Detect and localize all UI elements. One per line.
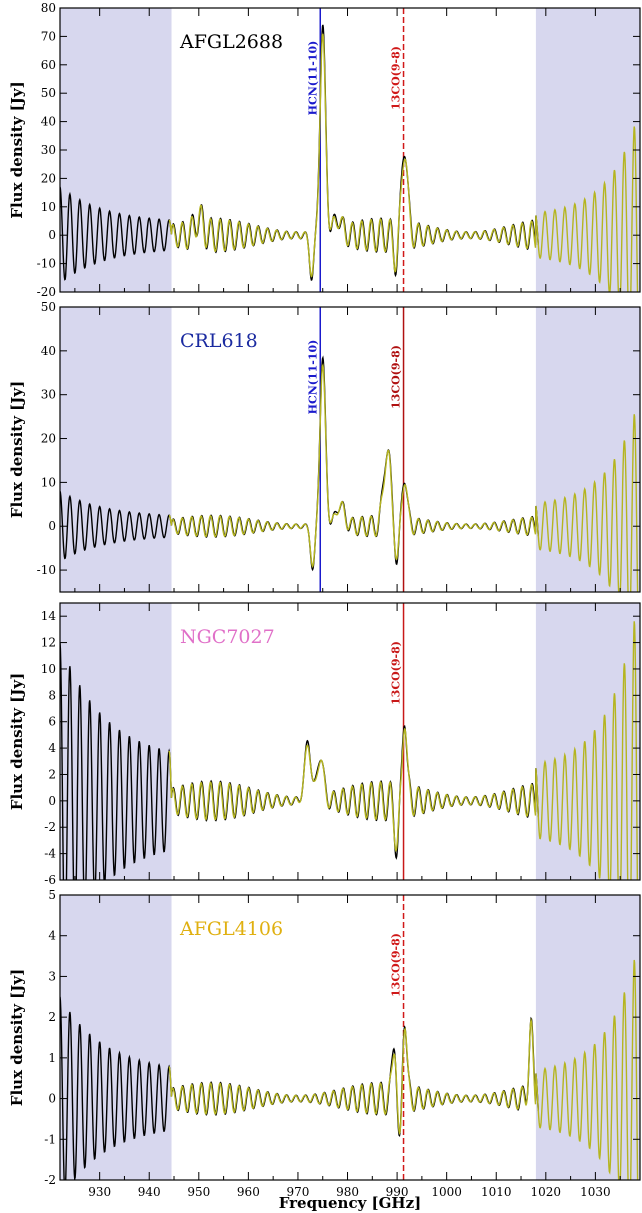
- y-tick-label-7: 6: [48, 715, 56, 729]
- marker-label-2: 13CO(9-8): [390, 345, 403, 409]
- panel-1: HCN(11-10) 13CO(9-8) -20 -10 0 10 20 30 40 50 60 70…: [8, 1, 641, 299]
- y-tick-label-7: 50: [41, 300, 56, 314]
- x-tick-label-11: 1030: [580, 1185, 611, 1199]
- x-tick-label-5: 970: [286, 1185, 309, 1199]
- y-tick-label-5: 2: [48, 767, 56, 781]
- marker-label-1: HCN(11-10): [306, 340, 319, 415]
- y-tick-label-7: 4: [48, 929, 56, 943]
- y-tick-label-1: -6: [44, 873, 56, 887]
- y-tick-label-6: 40: [41, 344, 56, 358]
- y-tick-label-3: 0: [48, 228, 56, 242]
- y-tick-label-6: 30: [41, 143, 56, 157]
- y-tick-label-7: 40: [41, 115, 56, 129]
- x-tick-label-6: 980: [336, 1185, 359, 1199]
- panel-title: AFGL4106: [179, 918, 283, 940]
- y-tick-label-4: 20: [41, 432, 56, 446]
- y-tick-label-3: 10: [41, 475, 56, 489]
- model-spectrum: [168, 363, 639, 592]
- y-tick-label-10: 70: [41, 29, 56, 43]
- y-tick-label-4: 10: [41, 200, 56, 214]
- panel-3: 13CO(9-8) -6 -4 -2 0 2 4 6 8 10 12 14 Flux density […: [8, 602, 641, 887]
- series-group: [60, 621, 639, 880]
- y-tick-label-2: -1: [44, 1132, 56, 1146]
- y-tick-label-8: 8: [48, 688, 56, 702]
- y-axis-label: Flux density [Jy]: [8, 81, 26, 218]
- y-tick-label-2: -4: [44, 847, 56, 861]
- panel-frame: [59, 894, 641, 1181]
- y-tick-label-9: 10: [41, 662, 56, 676]
- y-tick-label-4: 0: [48, 794, 56, 808]
- panel-2: HCN(11-10) 13CO(9-8) -10 0 10 20 30 40 50 Flux de…: [8, 300, 641, 593]
- model-spectrum: [168, 33, 639, 292]
- series-group: [60, 24, 639, 292]
- y-tick-label-3: -2: [44, 820, 56, 834]
- x-tick-label-1: 930: [88, 1185, 111, 1199]
- marker-label-1: 13CO(9-8): [390, 933, 403, 997]
- x-tick-label-9: 1010: [481, 1185, 512, 1199]
- panel-4: 13CO(9-8) -2 -1 0 1 2 3 4 5 Flux density [Jy] AFGL…: [8, 888, 641, 1187]
- x-tick-label-7: 990: [386, 1185, 409, 1199]
- y-tick-label-10: 12: [41, 636, 56, 650]
- marker-label-2: 13CO(9-8): [390, 46, 403, 110]
- y-tick-label-11: 80: [41, 1, 56, 15]
- y-tick-label-6: 4: [48, 741, 56, 755]
- y-tick-label-4: 1: [48, 1051, 56, 1065]
- y-tick-label-8: 50: [41, 86, 56, 100]
- y-tick-label-9: 60: [41, 58, 56, 72]
- y-axis-label: Flux density [Jy]: [8, 381, 26, 518]
- panel-frame: [59, 306, 641, 593]
- y-tick-label-1: -2: [44, 1173, 56, 1187]
- shaded-range-1: [60, 307, 172, 592]
- y-tick-label-1: -10: [37, 563, 56, 577]
- y-tick-label-11: 14: [41, 609, 57, 623]
- marker-label-1: HCN(11-10): [306, 41, 319, 116]
- panel-title: NGC7027: [180, 626, 275, 648]
- y-tick-label-3: 0: [48, 1092, 56, 1106]
- x-tick-label-4: 960: [237, 1185, 260, 1199]
- series-group: [60, 355, 639, 592]
- panel-frame: [59, 602, 641, 881]
- panel-title: AFGL2688: [179, 31, 283, 53]
- x-axis-label: Frequency [GHz]: [279, 1194, 421, 1212]
- marker-label-1: 13CO(9-8): [390, 641, 403, 705]
- y-tick-label-5: 2: [48, 1010, 56, 1024]
- y-axis-label: Flux density [Jy]: [8, 673, 26, 810]
- model-spectrum: [168, 621, 639, 880]
- y-tick-label-2: 0: [48, 519, 56, 533]
- y-tick-label-5: 30: [41, 388, 56, 402]
- model-spectrum: [168, 959, 639, 1180]
- series-group: [60, 959, 639, 1180]
- y-tick-label-8: 5: [48, 888, 56, 902]
- y-tick-label-1: -20: [37, 285, 56, 299]
- x-tick-label-3: 950: [187, 1185, 210, 1199]
- x-tick-label-2: 940: [138, 1185, 161, 1199]
- x-tick-label-8: 1000: [431, 1185, 462, 1199]
- panel-title: CRL618: [180, 330, 258, 352]
- y-axis-label: Flux density [Jy]: [8, 969, 26, 1106]
- y-tick-label-6: 3: [48, 969, 56, 983]
- y-tick-label-5: 20: [41, 171, 56, 185]
- x-tick-label-10: 1020: [531, 1185, 562, 1199]
- y-tick-label-2: -10: [37, 257, 56, 271]
